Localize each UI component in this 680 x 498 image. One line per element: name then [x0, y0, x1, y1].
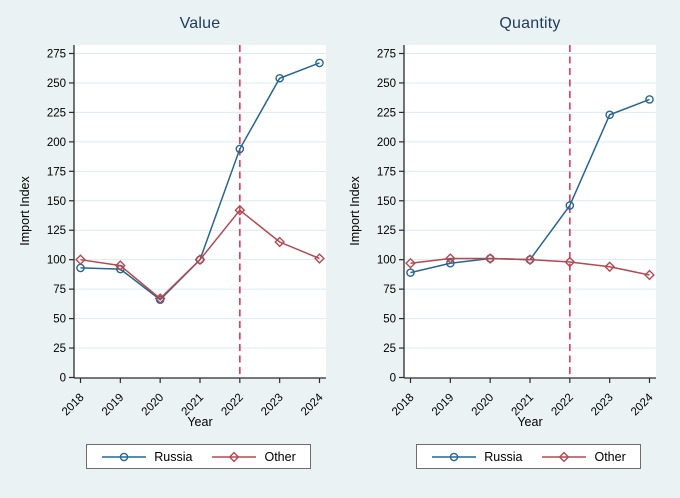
legend: Russia Other — [416, 444, 641, 469]
marker-circle — [565, 201, 575, 210]
marker-diamond — [194, 254, 206, 266]
marker-diamond — [274, 236, 286, 248]
y-tick-label: 25 — [53, 343, 66, 355]
marker-circle — [406, 268, 415, 277]
marker-diamond — [444, 253, 456, 264]
marker-circle — [446, 258, 455, 268]
panel-title-quantity: Quantity — [499, 15, 561, 32]
y-tick-label: 225 — [47, 107, 66, 119]
marker-circle — [315, 58, 324, 68]
y-tick-label: 225 — [377, 107, 396, 119]
plot-background — [404, 45, 656, 378]
y-tick-label: 50 — [383, 314, 396, 326]
marker-diamond — [644, 269, 655, 281]
marker-circle — [645, 95, 654, 104]
marker-diamond — [234, 204, 246, 216]
series-line-other — [410, 257, 650, 276]
panel-quantity: Quantity Import Index 0 25 50 75 100 125 150 17… — [340, 0, 680, 498]
y-tick-label: 250 — [377, 78, 396, 90]
marker-diamond — [314, 253, 325, 264]
marker-circle — [605, 110, 614, 120]
legend-entry-other: Other — [211, 449, 296, 464]
marker-circle — [275, 73, 284, 83]
legend-key-other-icon — [542, 451, 587, 462]
marker-circle — [449, 452, 459, 461]
y-tick-label: 200 — [377, 137, 396, 149]
marker-diamond — [154, 293, 166, 304]
legend-label-other: Other — [264, 449, 296, 464]
y-tick-label: 275 — [47, 49, 66, 61]
y-tick-label: 75 — [383, 284, 396, 296]
marker-circle — [119, 452, 129, 461]
y-tick-label: 0 — [60, 373, 66, 385]
marker-diamond — [564, 256, 576, 268]
y-tick-label: 125 — [47, 225, 66, 237]
panel-value: Value Import Index 0 25 50 75 100 125 150 175 20… — [18, 15, 326, 469]
y-tick-label: 175 — [47, 166, 66, 178]
legend-label-russia: Russia — [154, 449, 193, 464]
x-axis-title: Year — [187, 415, 213, 429]
panel-title-value: Value — [179, 15, 221, 32]
y-tick-label: 0 — [390, 373, 396, 385]
y-tick-label: 125 — [377, 225, 396, 237]
y-tick-label: 100 — [377, 255, 396, 267]
legend-key-russia-icon — [102, 452, 147, 461]
legend-entry-other: Other — [541, 449, 626, 464]
y-tick-label: 175 — [377, 166, 396, 178]
marker-diamond — [484, 253, 496, 264]
legend-label-other: Other — [594, 449, 626, 464]
y-tick-label: 75 — [53, 284, 66, 296]
legend-key-other-icon — [212, 451, 257, 462]
legend-entry-russia: Russia — [101, 450, 192, 464]
marker-diamond — [405, 257, 416, 269]
y-tick-label: 100 — [47, 255, 66, 267]
y-tick-label: 250 — [47, 78, 66, 90]
legend-key-russia-icon — [432, 452, 477, 461]
marker-diamond — [75, 254, 86, 266]
marker-circle — [235, 144, 245, 154]
legend-label-russia: Russia — [484, 449, 523, 464]
marker-diamond — [604, 261, 616, 273]
y-tick-label: 25 — [383, 343, 396, 355]
y-tick-label: 200 — [47, 137, 66, 149]
series-line-other — [80, 209, 320, 300]
plot-background — [74, 45, 326, 378]
marker-diamond — [229, 451, 240, 462]
legend: Russia Other — [86, 444, 311, 469]
y-tick-label: 150 — [47, 196, 66, 208]
legend-entry-russia: Russia — [431, 450, 522, 464]
x-axis-title: Year — [517, 415, 543, 429]
marker-diamond — [524, 254, 536, 266]
marker-diamond — [559, 451, 570, 462]
y-tick-label: 275 — [377, 49, 396, 61]
marker-diamond — [114, 260, 126, 271]
y-tick-label: 50 — [53, 314, 66, 326]
y-tick-label: 150 — [377, 196, 396, 208]
